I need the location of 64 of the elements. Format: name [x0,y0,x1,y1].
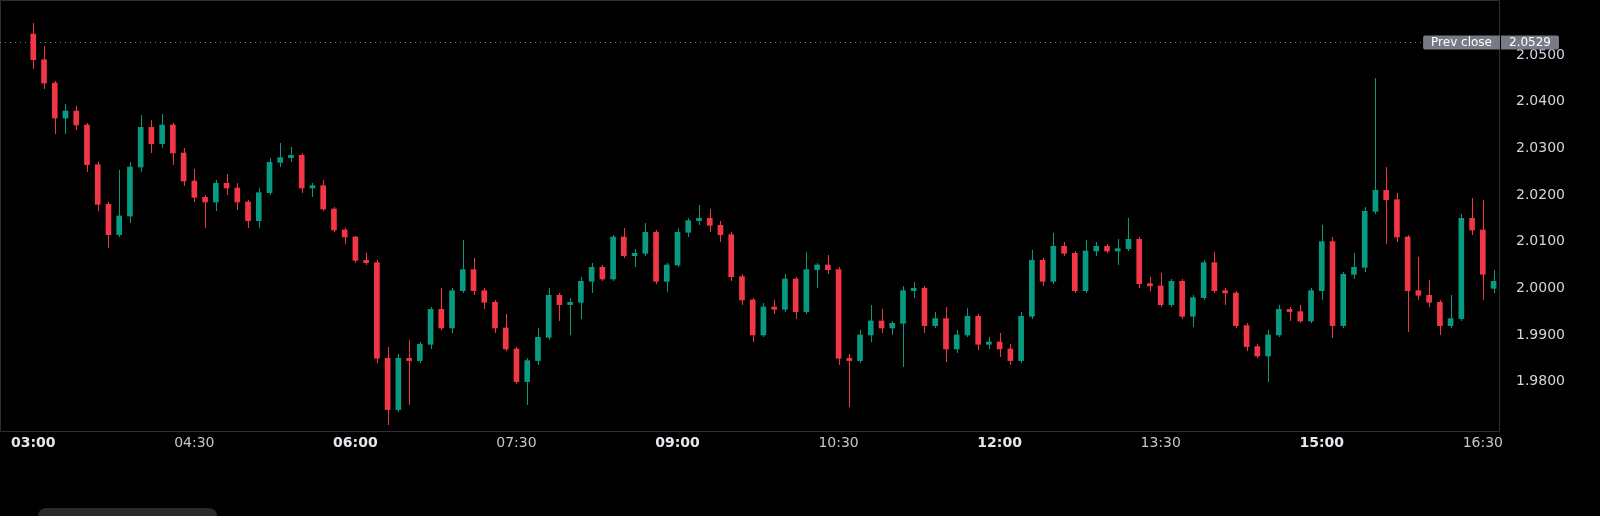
candlestick [524,357,531,406]
candlestick [739,273,745,306]
candlestick [1490,269,1497,294]
candlestick [1190,294,1196,328]
candlestick [41,45,47,90]
candlestick [1157,272,1164,308]
y-tick-label: 2.0400 [1516,92,1565,109]
candlestick [417,341,423,364]
candlestick [814,262,820,289]
candlestick [706,208,713,233]
x-tick-label: 04:30 [174,434,215,451]
x-tick-label: 13:30 [1140,434,1181,451]
candlestick [73,105,80,131]
candlestick [1437,299,1443,336]
x-tick-label: 09:00 [655,434,701,451]
candlestick [459,239,466,294]
x-tick-label: 03:00 [11,434,56,451]
candlestick [320,179,327,212]
y-tick-label: 1.9900 [1516,325,1565,342]
candlestick [696,204,702,226]
candlestick [1265,329,1271,383]
candlestick [663,262,670,293]
x-tick-label: 12:00 [977,434,1023,451]
ref-line-label: Prev close [1431,34,1492,49]
candlestick [867,304,874,343]
candlestick [1351,252,1357,280]
candlestick [685,217,692,238]
x-tick-label: 16:30 [1462,434,1503,451]
x-tick-label: 06:00 [333,434,378,451]
candlestick [535,327,541,366]
candlestick [1415,256,1422,301]
candlestick [1447,294,1454,329]
candlestick [406,339,412,406]
candlestick [245,199,251,229]
y-tick-label: 2.0200 [1516,185,1565,202]
candlestick [1469,197,1475,236]
y-tick-label: 2.0100 [1516,232,1565,249]
candlestick [212,179,219,212]
candlestick [1114,238,1121,266]
candlestick [481,287,488,310]
candlestick [1383,166,1390,245]
candlestick [202,194,208,229]
candlestick [642,222,649,257]
x-tick-label: 07:30 [496,434,537,451]
y-tick-label: 2.0000 [1516,278,1565,295]
candlestick [234,182,241,211]
y-tick-label: 2.0300 [1516,138,1565,155]
y-tick-label: 1.9800 [1516,372,1565,389]
candlestick [953,329,960,354]
candlestick [116,169,123,238]
candlestick [1426,279,1432,308]
candlestick [621,227,627,259]
candlestick [825,254,831,275]
x-tick-label: 15:00 [1299,434,1345,451]
candlestick [502,313,509,352]
candlestick [846,353,853,408]
candlestick [277,142,284,168]
candlestick [438,287,445,331]
candlestick [588,262,595,294]
candlestick [578,276,584,320]
x-tick-label: 10:30 [818,434,859,451]
candlestick [331,206,337,233]
candlestick [567,297,573,336]
candlestick [159,113,165,149]
